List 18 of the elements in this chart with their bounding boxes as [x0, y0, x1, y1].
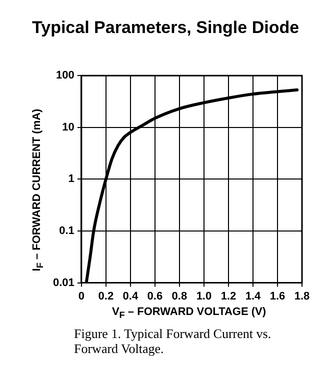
- y-tick-label: 100: [56, 70, 74, 82]
- x-tick-label: 1.0: [196, 290, 212, 302]
- x-tick-label: 0.6: [147, 290, 163, 302]
- chart-title: Typical Parameters, Single Diode: [32, 18, 300, 38]
- x-axis-title: V$_{F}$ – FORWARD VOLTAGE (V): [110, 306, 268, 320]
- x-tick-label: 1.6: [270, 290, 286, 302]
- x-tick-label: 1.8: [294, 290, 310, 302]
- x-tick-label: 1.2: [220, 290, 236, 302]
- x-tick-label: 0.2: [98, 290, 114, 302]
- y-tick-label: 10: [62, 121, 74, 134]
- caption: Figure 1. Typical Forward Current vs. Forward Voltage.: [74, 326, 272, 356]
- y-tick-label: 0.01: [52, 276, 74, 289]
- y-tick-label: 1: [68, 173, 74, 186]
- y-tick-label: 0.1: [59, 225, 74, 238]
- x-tick-label: 0.8: [172, 290, 188, 302]
- x-tick-label: 0.4: [122, 290, 139, 302]
- x-tick-label: 1.4: [245, 290, 262, 302]
- x-tick-label: 0: [78, 290, 84, 302]
